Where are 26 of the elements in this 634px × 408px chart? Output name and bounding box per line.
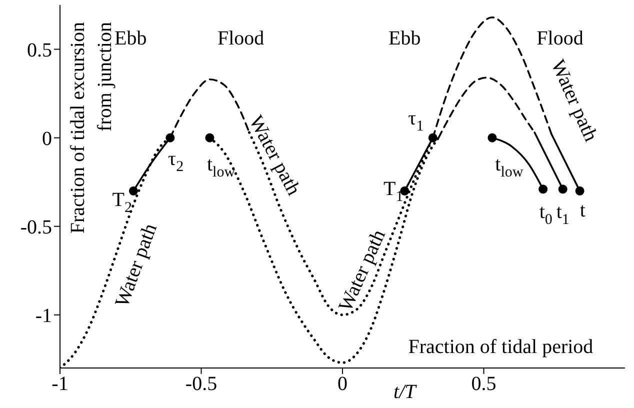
- annotation: Flood: [536, 28, 584, 50]
- annotation: Ebb: [388, 28, 421, 50]
- annotation: t$_{low}$: [206, 153, 236, 180]
- y-tick-label: 0.5: [27, 39, 52, 62]
- annotation: t$_{1}$: [556, 201, 570, 228]
- annotation: t: [580, 199, 586, 222]
- x-tick-label: -1: [52, 373, 68, 396]
- annotation: Water path: [334, 226, 390, 315]
- y-tick-label: 0: [42, 128, 52, 150]
- annotation: Water path: [111, 220, 162, 310]
- annotation: t$_{low}$: [495, 153, 524, 180]
- annotation: Fraction of tidal period: [408, 336, 594, 358]
- x-tick-label: 0.5: [471, 373, 496, 396]
- y-tick-label: -1: [35, 304, 52, 327]
- annotation: T$_{1}$: [383, 178, 404, 206]
- annotation: t$_{0}$: [539, 201, 552, 228]
- annotation: Flood: [217, 28, 264, 50]
- y-tick-label: -0.5: [20, 216, 52, 238]
- annotation: τ$_{2}$: [168, 148, 184, 176]
- annotation: Water path: [546, 56, 602, 145]
- x-axis-title: t/T: [394, 381, 418, 403]
- annotation: τ$_{1}$: [408, 107, 424, 134]
- annotation: Water path: [244, 112, 305, 199]
- annotation: Ebb: [114, 28, 147, 50]
- x-tick-label: 0: [338, 373, 348, 396]
- x-tick-label: -0.5: [185, 373, 218, 396]
